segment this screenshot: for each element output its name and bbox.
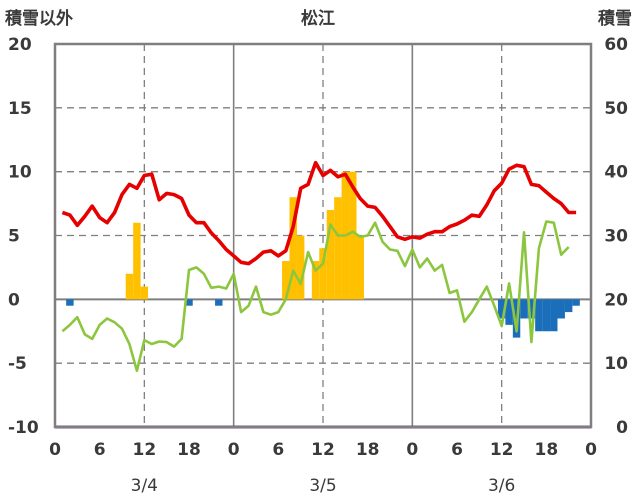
right-tick-label: 60	[604, 35, 628, 55]
left-axis-title: 積雪以外	[5, 8, 73, 29]
x-tick-label: 6	[94, 440, 106, 460]
series-lines	[61, 160, 577, 373]
x-tick-label: 6	[451, 440, 463, 460]
snow-decrease-bar	[185, 299, 193, 306]
snow-decrease-bar	[572, 299, 580, 306]
snowfall-bar	[125, 273, 134, 300]
x-tick-label: 12	[311, 440, 335, 460]
x-tick-label: 0	[49, 440, 61, 460]
snowfall-bar	[334, 197, 342, 300]
snowfall-bar	[282, 261, 290, 300]
right-axis-title: 積雪	[598, 8, 632, 29]
snowfall-bar	[319, 248, 327, 300]
snow-depth-line	[61, 220, 570, 373]
date-label: 3/5	[309, 476, 336, 496]
chart-grid	[55, 44, 591, 427]
snowfall-bar	[349, 171, 357, 300]
x-tick-label: 18	[534, 440, 558, 460]
right-tick-label: 30	[604, 227, 628, 247]
plot-frame	[53, 42, 593, 429]
left-tick-label: 15	[8, 99, 32, 119]
right-tick-label: 0	[616, 418, 628, 438]
chart-title: 松江	[301, 8, 335, 29]
snowfall-bar	[326, 209, 335, 300]
snow-decrease-bar	[520, 299, 528, 319]
left-tick-label: 0	[8, 290, 20, 310]
left-tick-label: -5	[8, 354, 27, 374]
right-tick-label: 40	[604, 163, 628, 183]
snowfall-bar	[289, 197, 297, 300]
snow-decrease-bar	[215, 299, 223, 306]
snow-decrease-bar	[497, 299, 506, 319]
left-tick-label: 10	[8, 163, 32, 183]
left-tick-label: 20	[8, 35, 32, 55]
date-label: 3/6	[488, 476, 515, 496]
x-tick-label: 0	[228, 440, 240, 460]
snow-decrease-bar	[550, 299, 558, 332]
temperature-line	[61, 160, 577, 266]
snowfall-bar	[133, 222, 141, 300]
x-tick-label: 12	[132, 440, 156, 460]
right-tick-label: 10	[604, 354, 628, 374]
snowfall-bar	[296, 235, 305, 300]
snowfall-bar	[311, 261, 320, 300]
x-tick-label: 12	[490, 440, 514, 460]
snow-decrease-bar	[527, 299, 536, 319]
right-tick-label: 20	[604, 290, 628, 310]
x-tick-label: 18	[177, 440, 201, 460]
snowfall-bar	[356, 235, 364, 300]
x-tick-label: 18	[356, 440, 380, 460]
date-label: 3/4	[131, 476, 158, 496]
snow-decrease-bar	[66, 299, 74, 306]
x-tick-label: 0	[406, 440, 418, 460]
snow-decrease-bar	[557, 299, 565, 319]
snow-decrease-bar	[535, 299, 543, 332]
left-tick-label: 5	[8, 227, 20, 247]
snow-decrease-bar	[505, 299, 513, 325]
snowfall-bar	[140, 286, 149, 300]
right-tick-label: 50	[604, 99, 628, 119]
snow-decrease-bar	[564, 299, 573, 313]
left-tick-label: -10	[8, 418, 39, 438]
snow-decrease-bar	[542, 299, 551, 332]
x-tick-label: 0	[585, 440, 597, 460]
x-tick-label: 6	[272, 440, 284, 460]
plot-border	[53, 42, 593, 429]
